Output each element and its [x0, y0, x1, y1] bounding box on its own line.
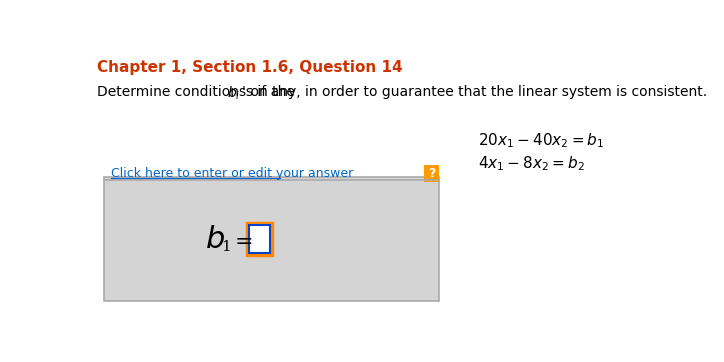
Text: $4x_1 - 8x_2 = b_2$: $4x_1 - 8x_2 = b_2$ [478, 154, 585, 173]
Bar [249, 225, 269, 253]
Text: Chapter 1, Section 1.6, Question 14: Chapter 1, Section 1.6, Question 14 [97, 60, 403, 75]
Text: Click here to enter or edit your answer: Click here to enter or edit your answer [111, 167, 353, 180]
Text: ?: ? [428, 167, 435, 180]
Text: 's if any, in order to guarantee that the linear system is consistent.: 's if any, in order to guarantee that th… [243, 85, 707, 99]
Bar [247, 223, 272, 255]
FancyBboxPatch shape [104, 177, 439, 300]
Text: $20x_1 - 40x_2 = b_1$: $20x_1 - 40x_2 = b_1$ [478, 131, 605, 150]
Bar [424, 165, 439, 182]
Text: Determine conditions on the: Determine conditions on the [97, 85, 295, 99]
Text: $b$: $b$ [205, 225, 225, 254]
Text: 1: 1 [221, 240, 230, 254]
Text: $=$: $=$ [230, 230, 253, 250]
Text: $b_i$: $b_i$ [227, 84, 240, 102]
